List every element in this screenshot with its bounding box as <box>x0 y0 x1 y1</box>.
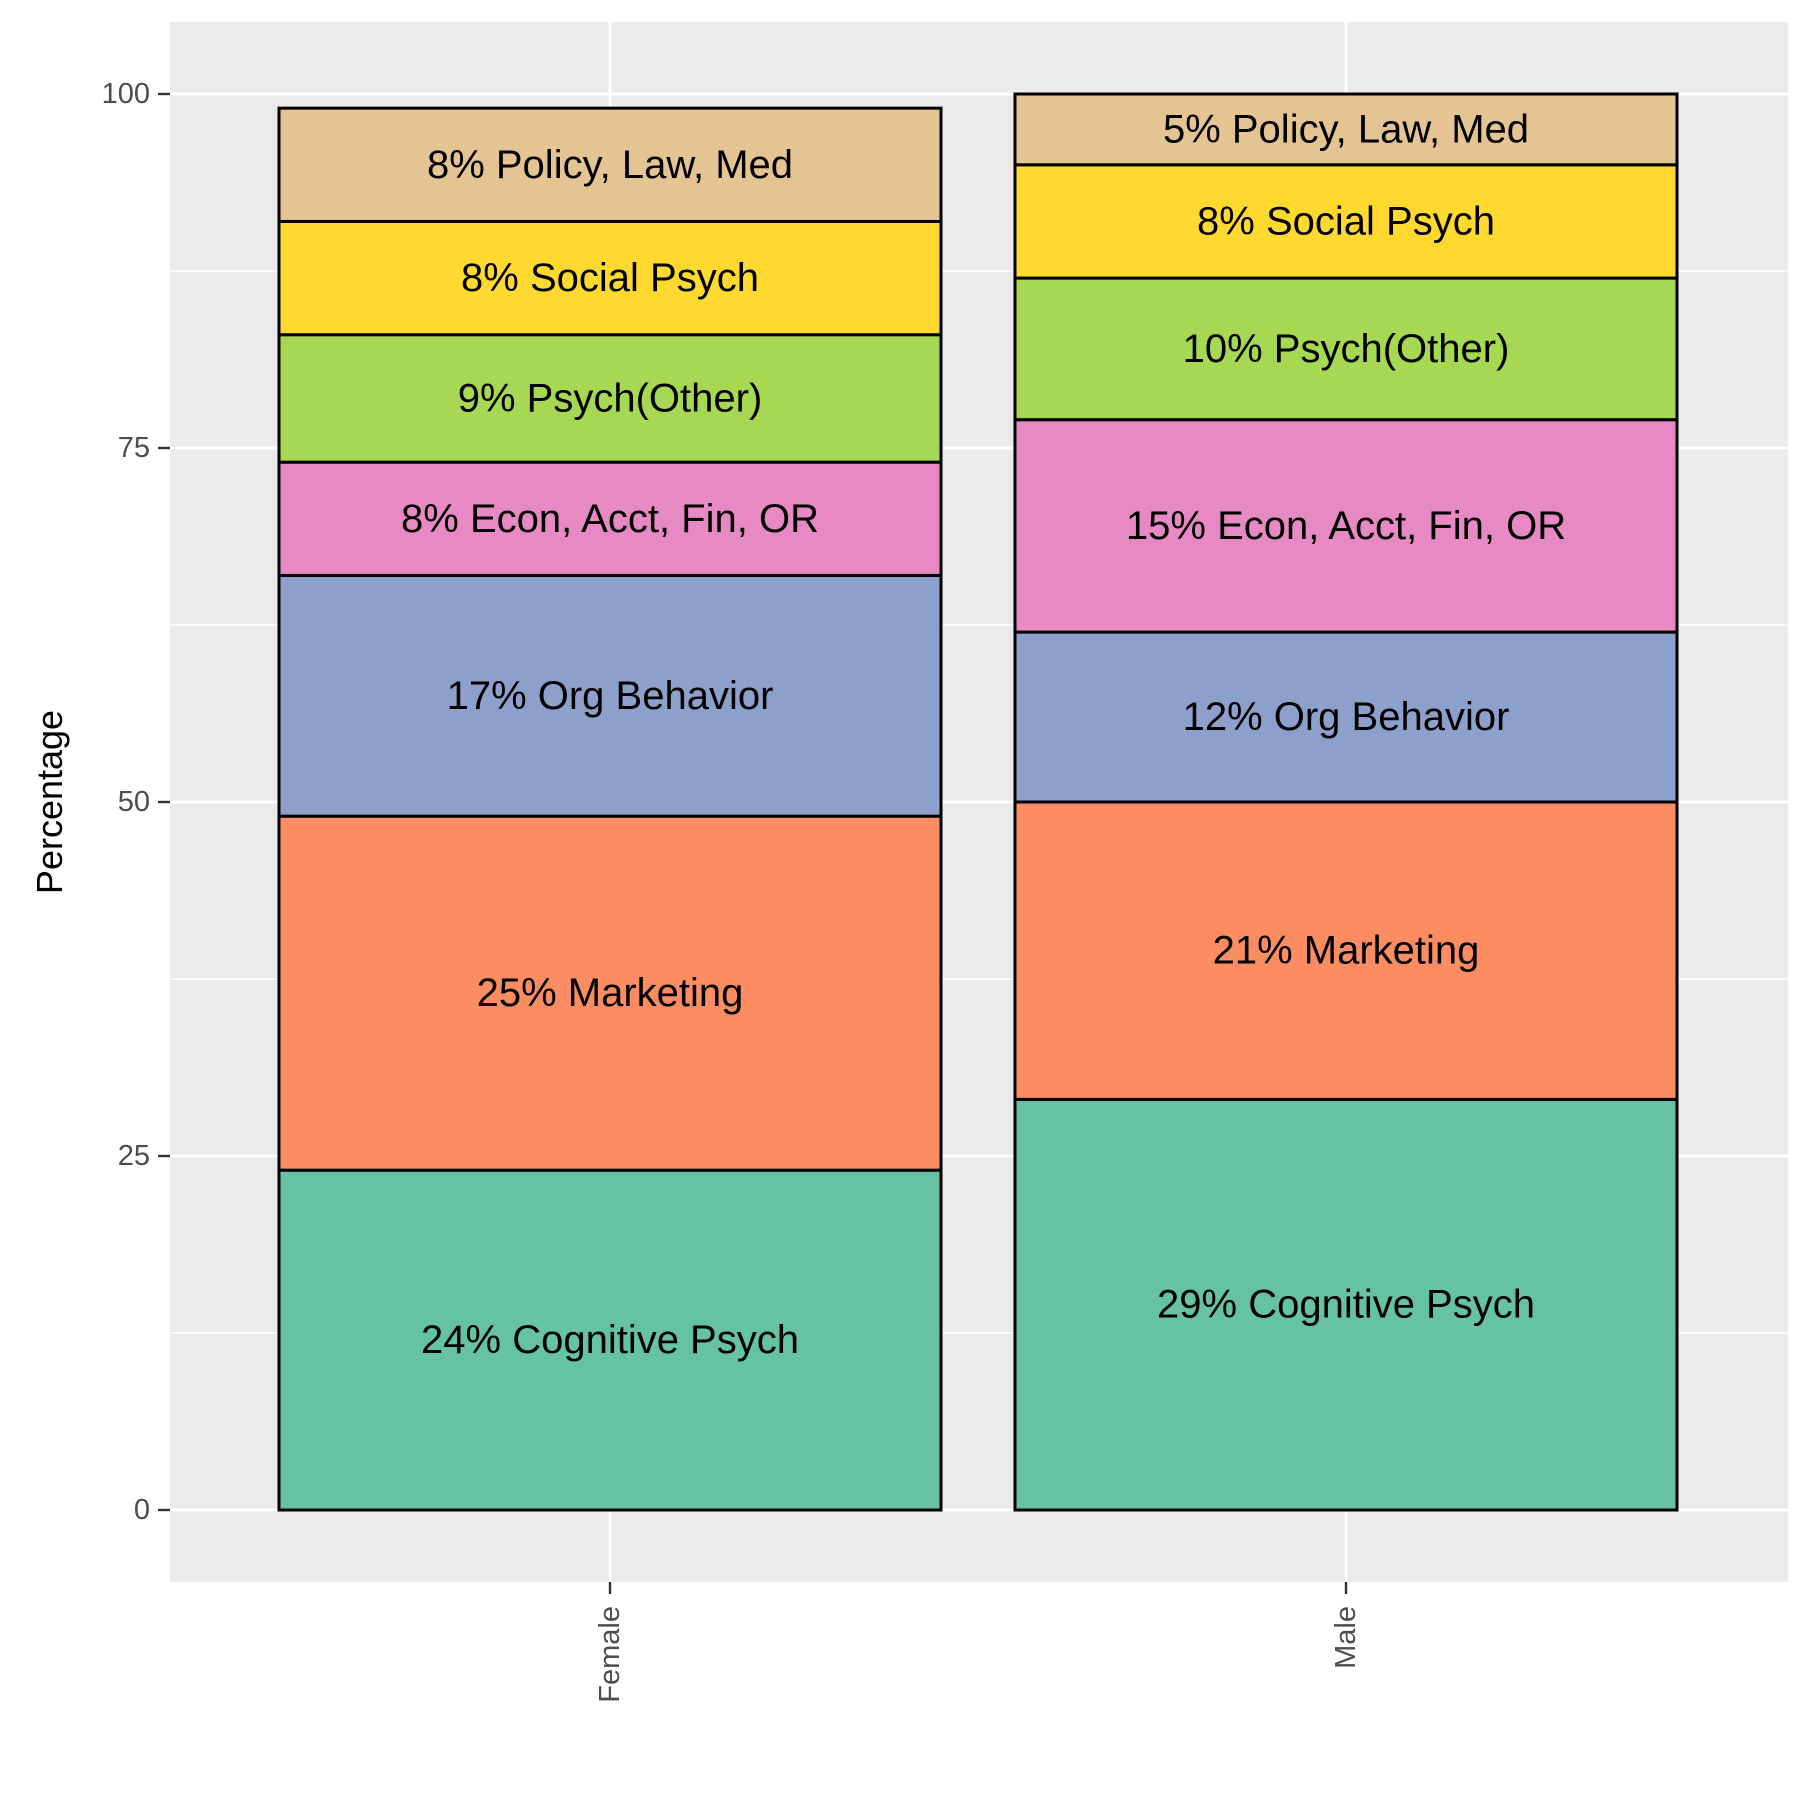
bar-segment <box>1013 276 1679 422</box>
segment-label: 5% Policy, Law, Med <box>1163 107 1529 151</box>
bar-segment <box>277 573 943 818</box>
y-tick-label: 100 <box>102 78 150 110</box>
bar-segment <box>1013 1097 1679 1512</box>
bar-segment <box>1013 418 1679 634</box>
segment-label: 9% Psych(Other) <box>458 376 763 420</box>
x-axis: Female Male <box>594 1582 1362 1703</box>
x-tick-label: Female <box>594 1606 626 1703</box>
bar-segment <box>1013 163 1679 280</box>
y-axis-title: Percentage <box>29 710 70 894</box>
bars <box>277 92 1679 1512</box>
segment-label: 12% Org Behavior <box>1183 695 1510 739</box>
segment-label: 25% Marketing <box>477 971 744 1015</box>
segment-label: 8% Social Psych <box>1197 199 1495 243</box>
bar-segment <box>1013 92 1679 167</box>
bar-segment <box>277 814 943 1172</box>
segment-label: 8% Econ, Acct, Fin, OR <box>401 497 819 541</box>
segment-labels: 24% Cognitive Psych 25% Marketing 17% Org … <box>401 107 1566 1362</box>
segment-label: 24% Cognitive Psych <box>421 1318 799 1362</box>
bar-segment <box>1013 800 1679 1101</box>
bar-segment <box>277 106 943 223</box>
bar-segment <box>277 219 943 337</box>
segment-label: 21% Marketing <box>1213 929 1480 973</box>
segment-label: 8% Social Psych <box>461 256 759 300</box>
y-axis: 0 25 50 75 100 <box>102 78 170 1526</box>
segment-label: 17% Org Behavior <box>447 674 774 718</box>
x-tick-label: Male <box>1330 1606 1362 1669</box>
segment-label: 10% Psych(Other) <box>1183 327 1510 371</box>
segment-label: 8% Policy, Law, Med <box>427 143 793 187</box>
bar-segment <box>277 1168 943 1512</box>
y-tick-label: 75 <box>118 432 150 464</box>
y-tick-label: 25 <box>118 1140 150 1172</box>
bar-segment <box>277 460 943 577</box>
bar-segment <box>1013 630 1679 804</box>
segment-label: 15% Econ, Acct, Fin, OR <box>1126 504 1566 548</box>
bar-segment <box>277 333 943 464</box>
y-tick-label: 0 <box>134 1494 150 1526</box>
segment-label: 29% Cognitive Psych <box>1157 1283 1535 1327</box>
y-tick-label: 50 <box>118 786 150 818</box>
